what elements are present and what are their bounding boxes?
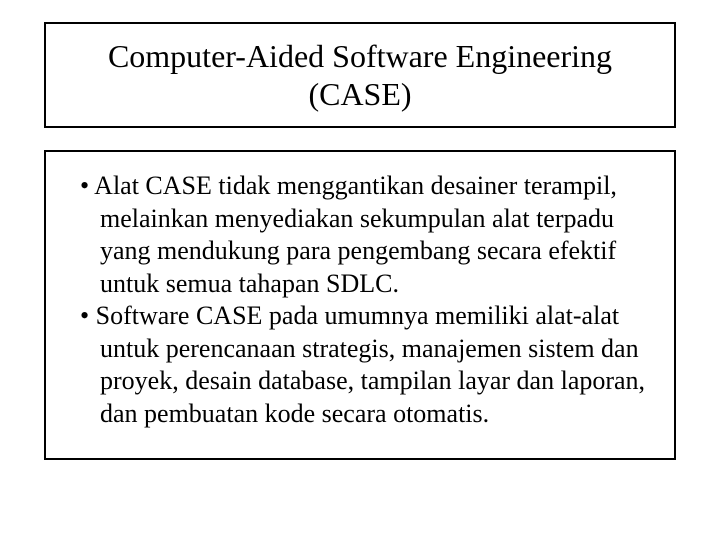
- bullet-item: Alat CASE tidak menggantikan desainer te…: [66, 170, 650, 300]
- slide-title-line2: (CASE): [308, 75, 411, 113]
- bullet-list: Alat CASE tidak menggantikan desainer te…: [66, 170, 650, 430]
- slide-title-box: Computer-Aided Software Engineering (CAS…: [44, 22, 676, 128]
- slide-body-box: Alat CASE tidak menggantikan desainer te…: [44, 150, 676, 460]
- bullet-item: Software CASE pada umumnya memiliki alat…: [66, 300, 650, 430]
- slide-title-line1: Computer-Aided Software Engineering: [108, 37, 612, 75]
